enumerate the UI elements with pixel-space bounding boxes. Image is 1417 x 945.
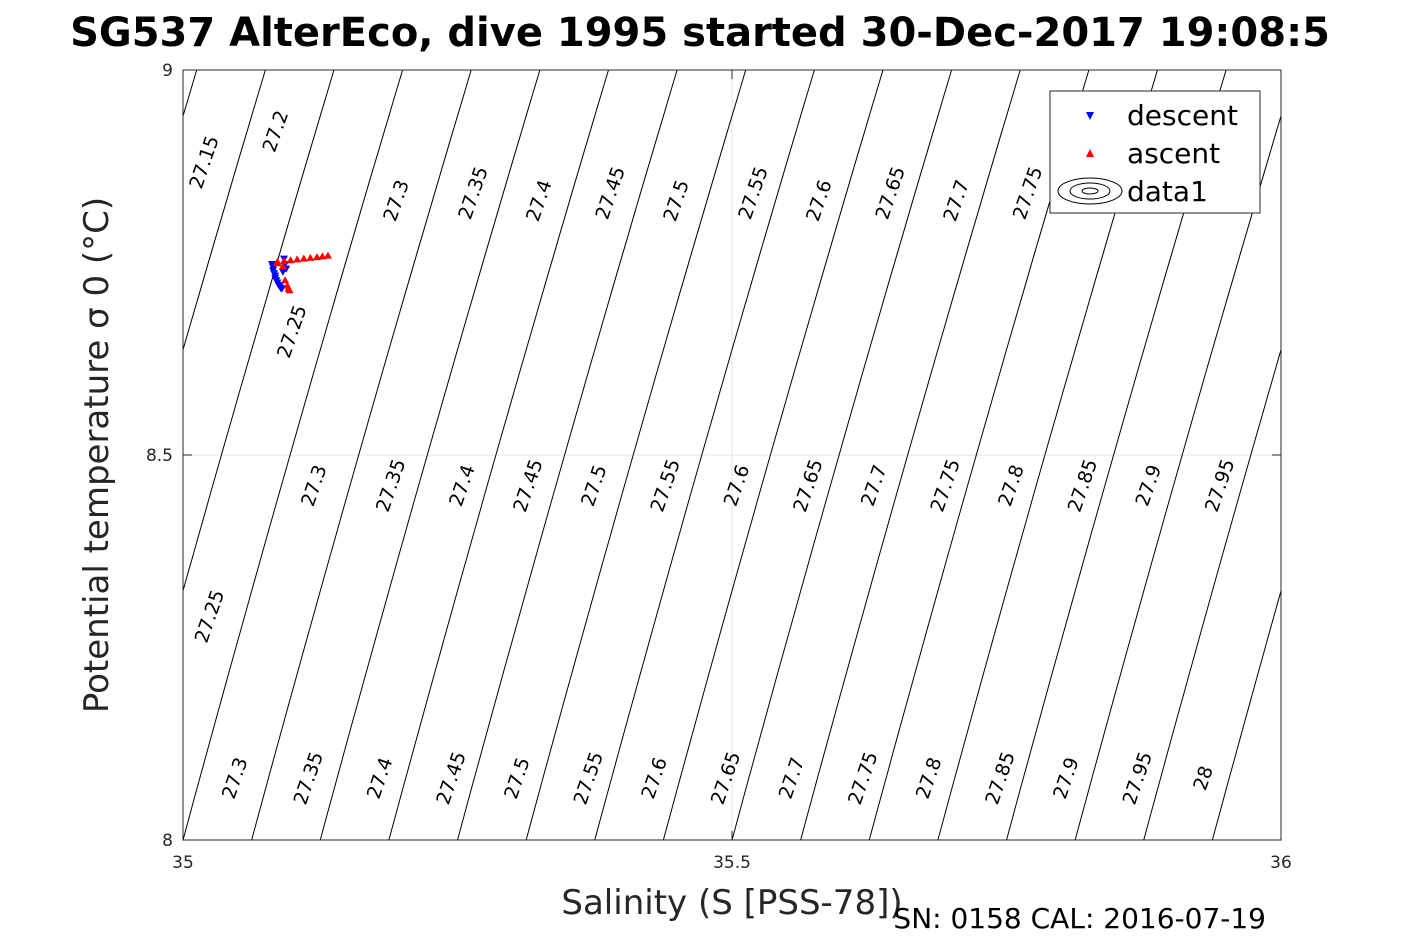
ascent-point xyxy=(286,256,295,264)
x-tick-label: 35.5 xyxy=(713,853,751,873)
footer-serial-cal: SN: 0158 CAL: 2016-07-19 xyxy=(893,902,1266,935)
isopycnal-line xyxy=(1280,838,1281,840)
y-tick-label: 8.5 xyxy=(146,446,173,466)
descent-point xyxy=(277,285,286,293)
data-series xyxy=(267,251,332,294)
isopycnal-line xyxy=(251,70,472,840)
legend-descent-marker xyxy=(1086,112,1094,120)
ascent-point xyxy=(306,253,315,261)
isopycnal-line xyxy=(183,70,335,593)
series-ascent xyxy=(273,251,332,294)
isopycnal-line xyxy=(731,70,953,840)
ascent-point xyxy=(278,262,287,270)
x-axis-label: Salinity (S [PSS-78]) xyxy=(561,883,902,923)
x-tick-label: 36 xyxy=(1270,853,1292,873)
isopycnal-line xyxy=(457,70,678,840)
ascent-point xyxy=(281,276,290,284)
y-tick-label: 8 xyxy=(162,831,173,851)
y-axis-label: Potential temperature σ 0 (°C) xyxy=(77,197,117,713)
legend-descent-label: descent xyxy=(1127,99,1238,132)
legend-contour-icon xyxy=(1057,177,1123,205)
legend-ascent-label: ascent xyxy=(1127,137,1220,170)
isopycnal-line xyxy=(594,70,815,840)
ascent-point xyxy=(273,259,282,267)
isopycnal-line xyxy=(183,70,266,352)
y-tick-label: 9 xyxy=(162,61,173,81)
isopycnal-line xyxy=(1143,347,1281,840)
axis-ticks: 35 35.5 36 8 8.5 9 xyxy=(146,61,1292,873)
descent-point xyxy=(278,268,287,276)
isopycnal-contours xyxy=(183,70,1281,840)
ascent-point xyxy=(299,254,308,262)
isopycnal-line xyxy=(183,70,404,840)
ascent-point xyxy=(318,252,327,260)
legend-ascent-marker xyxy=(1086,149,1094,157)
isopycnal-line xyxy=(525,70,747,840)
legend: descent ascent data1 xyxy=(1049,90,1261,214)
ascent-point xyxy=(312,253,321,261)
isopycnal-line xyxy=(319,70,541,840)
legend-box xyxy=(1049,90,1261,214)
chart-title: SG537 AlterEco, dive 1995 started 30-Dec… xyxy=(70,10,1330,56)
isopycnal-line xyxy=(800,70,1021,840)
ascent-point xyxy=(293,255,302,263)
ascent-point xyxy=(323,251,332,259)
legend-data1-label: data1 xyxy=(1127,175,1208,208)
ascent-point xyxy=(280,256,289,264)
isopycnal-line xyxy=(1211,588,1281,840)
grid xyxy=(183,70,1281,840)
x-tick-label: 35 xyxy=(172,853,194,873)
ascent-point xyxy=(285,286,294,294)
isopycnal-line xyxy=(662,70,884,840)
isopycnal-line xyxy=(388,70,610,840)
